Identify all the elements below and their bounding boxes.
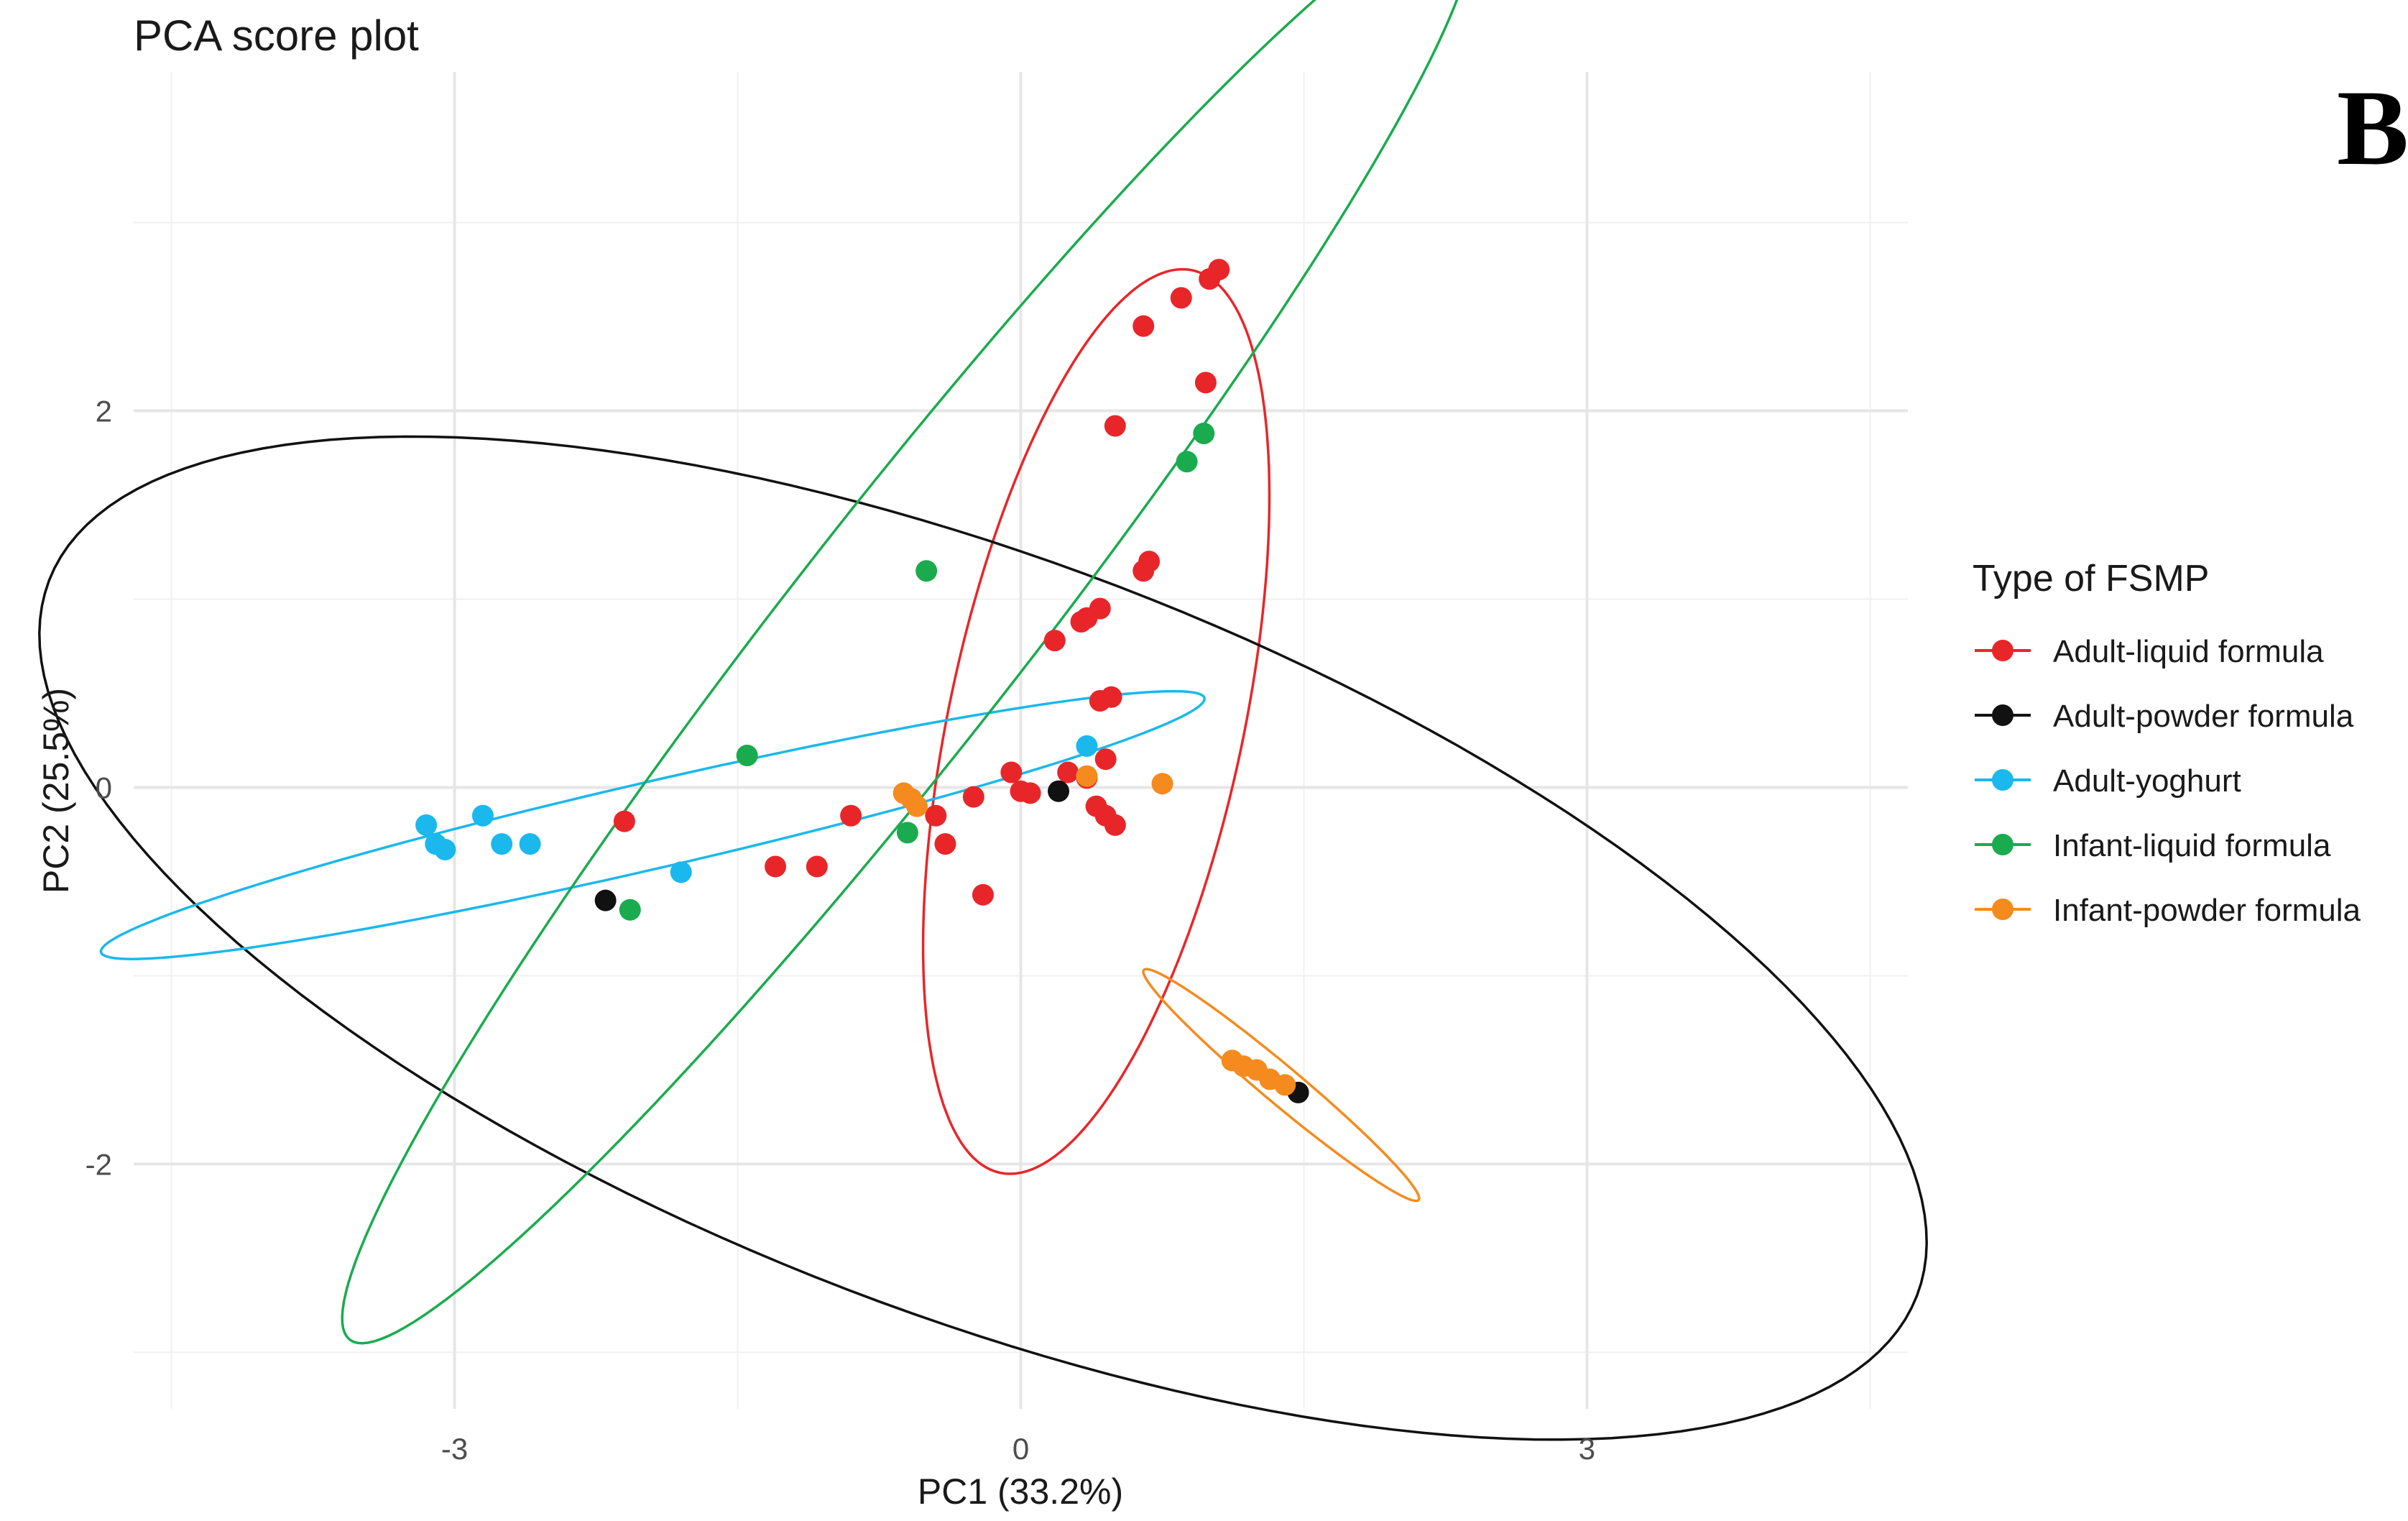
data-point	[1104, 814, 1126, 836]
data-point	[736, 744, 758, 766]
legend-title: Type of FSMP	[1973, 558, 2209, 599]
data-point	[1043, 630, 1066, 652]
confidence-ellipses	[38, 0, 1928, 1441]
data-point	[519, 833, 541, 855]
data-point	[925, 804, 947, 827]
data-point	[1194, 372, 1217, 394]
legend-item-label: Adult-yoghurt	[2053, 763, 2241, 799]
data-point	[1151, 773, 1173, 795]
data-point	[962, 786, 984, 808]
data-point	[765, 855, 787, 878]
data-point	[1274, 1074, 1296, 1096]
y-tick-label: -2	[86, 1147, 112, 1181]
confidence-ellipse	[1142, 968, 1421, 1203]
y-tick-label: 0	[96, 771, 112, 804]
legend-key-marker	[1992, 899, 2013, 920]
x-tick-label: -3	[441, 1432, 468, 1466]
data-point	[1094, 748, 1117, 771]
legend-key-marker	[1992, 640, 2013, 661]
data-point	[613, 810, 635, 832]
data-point	[1070, 610, 1092, 633]
data-point	[594, 889, 617, 911]
data-point	[670, 861, 692, 883]
legend-item-label: Adult-powder formula	[2053, 699, 2354, 734]
legend: Type of FSMP Adult-liquid formula Adult-p…	[1973, 558, 2361, 928]
confidence-ellipse	[38, 435, 1928, 1441]
data-point	[434, 838, 456, 860]
data-point	[1000, 761, 1023, 784]
data-point	[1048, 780, 1070, 802]
y-axis-label: PC2 (25.5%)	[36, 688, 76, 893]
data-point	[896, 822, 918, 844]
data-point	[806, 855, 828, 878]
chart-title: PCA score plot	[134, 12, 419, 60]
confidence-ellipse	[921, 267, 1271, 1175]
data-point	[915, 560, 938, 582]
data-point	[1104, 415, 1126, 437]
data-point	[1057, 761, 1079, 784]
data-point	[1133, 560, 1155, 582]
data-point	[1089, 689, 1111, 712]
data-point	[1176, 451, 1198, 473]
legend-key-marker	[1992, 769, 2013, 791]
confidence-ellipse	[341, 0, 1459, 1345]
data-point	[972, 883, 994, 906]
legend-key-marker	[1992, 834, 2013, 855]
data-point	[906, 795, 928, 817]
data-point	[1170, 287, 1192, 309]
legend-key-marker	[1992, 704, 2013, 726]
data-point	[471, 804, 494, 827]
y-tick-label: 2	[96, 395, 112, 428]
x-tick-label: 0	[1012, 1432, 1029, 1466]
data-point	[1133, 315, 1155, 337]
x-axis-label: PC1 (33.2%)	[918, 1471, 1123, 1512]
x-tick-label: 3	[1579, 1432, 1595, 1466]
legend-items: Adult-liquid formula Adult-powder formula…	[1975, 634, 2361, 928]
data-point	[491, 833, 513, 855]
panel-label: B	[2337, 68, 2408, 188]
data-points	[415, 259, 1309, 1103]
data-point	[1199, 268, 1221, 290]
legend-item-label: Infant-powder formula	[2053, 893, 2361, 928]
data-point	[1019, 782, 1041, 804]
data-point	[415, 814, 438, 836]
data-point	[1076, 765, 1098, 787]
data-point	[840, 804, 862, 827]
data-point	[934, 833, 956, 855]
legend-item-label: Adult-liquid formula	[2053, 634, 2324, 669]
data-point	[1193, 422, 1215, 444]
data-point	[619, 899, 641, 921]
confidence-ellipse	[99, 689, 1206, 960]
legend-item-label: Infant-liquid formula	[2053, 828, 2331, 863]
axis-tick-labels: -3 0 3 -2 0 2	[86, 395, 1596, 1466]
data-point	[1076, 735, 1098, 757]
